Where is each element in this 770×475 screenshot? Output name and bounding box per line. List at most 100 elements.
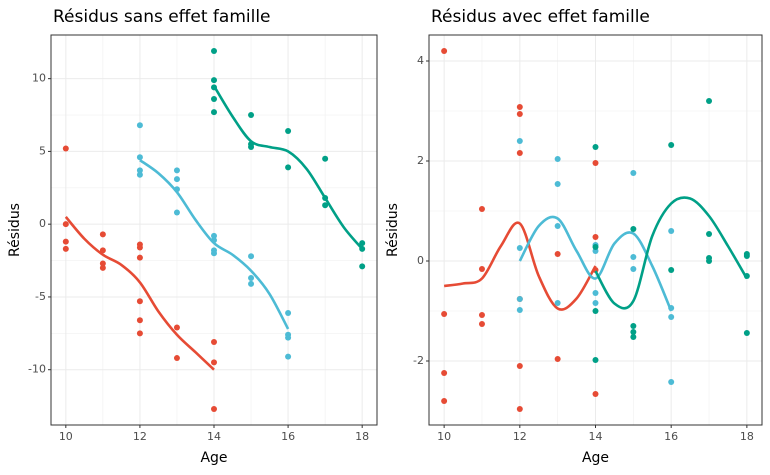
point [592, 308, 599, 314]
point [62, 221, 69, 228]
point [285, 128, 292, 135]
point [592, 234, 599, 240]
x-axis-label: Age [582, 450, 609, 466]
smooth-line [64, 216, 215, 371]
point [136, 298, 143, 305]
y-tick-label: 5 [39, 144, 46, 157]
point [516, 307, 523, 313]
point [592, 290, 599, 296]
point [136, 154, 143, 161]
point [478, 206, 485, 212]
y-tick-label: 2 [417, 154, 424, 167]
point [322, 202, 329, 209]
point [592, 160, 599, 166]
point [285, 164, 292, 171]
point [359, 263, 366, 270]
x-tick-label: 14 [589, 430, 603, 443]
x-axis-label: Age [200, 450, 227, 466]
point [359, 240, 366, 247]
point [592, 144, 599, 150]
point [441, 48, 448, 54]
point [478, 266, 485, 272]
point [554, 251, 561, 257]
point [211, 77, 217, 84]
point [516, 138, 523, 144]
point [516, 245, 523, 251]
y-tick-label: 0 [417, 254, 424, 267]
x-tick-label: 10 [437, 430, 451, 443]
point [743, 330, 750, 336]
point [211, 359, 217, 366]
point [62, 245, 69, 252]
point [516, 363, 523, 369]
point [441, 370, 448, 376]
point [322, 155, 329, 162]
chart-title: Résidus avec effet famille [431, 7, 650, 27]
point [668, 314, 675, 320]
point [285, 353, 292, 360]
point [706, 231, 713, 237]
point [173, 209, 180, 216]
point [211, 84, 217, 91]
point [285, 309, 292, 316]
point [630, 254, 637, 260]
point [211, 405, 217, 412]
point [630, 170, 637, 176]
y-tick-label: 10 [32, 72, 46, 85]
point [592, 391, 599, 397]
point [211, 109, 217, 116]
point [441, 398, 448, 404]
x-tick-label: 12 [133, 430, 147, 443]
point [668, 305, 675, 311]
point [516, 104, 523, 110]
point [136, 317, 143, 324]
point [668, 379, 675, 385]
point [99, 264, 106, 271]
point [173, 176, 180, 183]
point [554, 156, 561, 162]
point [554, 300, 561, 306]
point [62, 145, 69, 152]
x-tick-label: 16 [281, 430, 295, 443]
point [211, 232, 217, 239]
y-tick-label: -10 [28, 363, 46, 376]
point [516, 150, 523, 156]
point [478, 312, 485, 318]
point [630, 334, 637, 340]
point [478, 321, 485, 327]
point [211, 250, 217, 257]
point [173, 355, 180, 362]
point [630, 266, 637, 272]
point [516, 296, 523, 302]
point [630, 226, 637, 232]
point [211, 48, 217, 55]
point [248, 253, 255, 260]
point [668, 228, 675, 234]
point [248, 275, 255, 282]
plot-border [50, 34, 378, 426]
point [99, 231, 106, 238]
point [743, 253, 750, 259]
point [99, 260, 106, 267]
point [743, 273, 750, 279]
point [136, 244, 143, 251]
point [211, 339, 217, 346]
x-tick-label: 10 [59, 430, 73, 443]
smooth-line [594, 196, 748, 310]
point [99, 247, 106, 254]
point [592, 300, 599, 306]
point [211, 96, 217, 103]
point [248, 112, 255, 119]
point [516, 406, 523, 412]
point [630, 329, 637, 335]
point [359, 245, 366, 252]
point [136, 122, 143, 129]
point [554, 356, 561, 362]
point [285, 334, 292, 341]
smooth-line [212, 85, 364, 250]
x-tick-label: 18 [355, 430, 369, 443]
point [248, 280, 255, 287]
point [173, 186, 180, 193]
x-tick-label: 12 [513, 430, 527, 443]
